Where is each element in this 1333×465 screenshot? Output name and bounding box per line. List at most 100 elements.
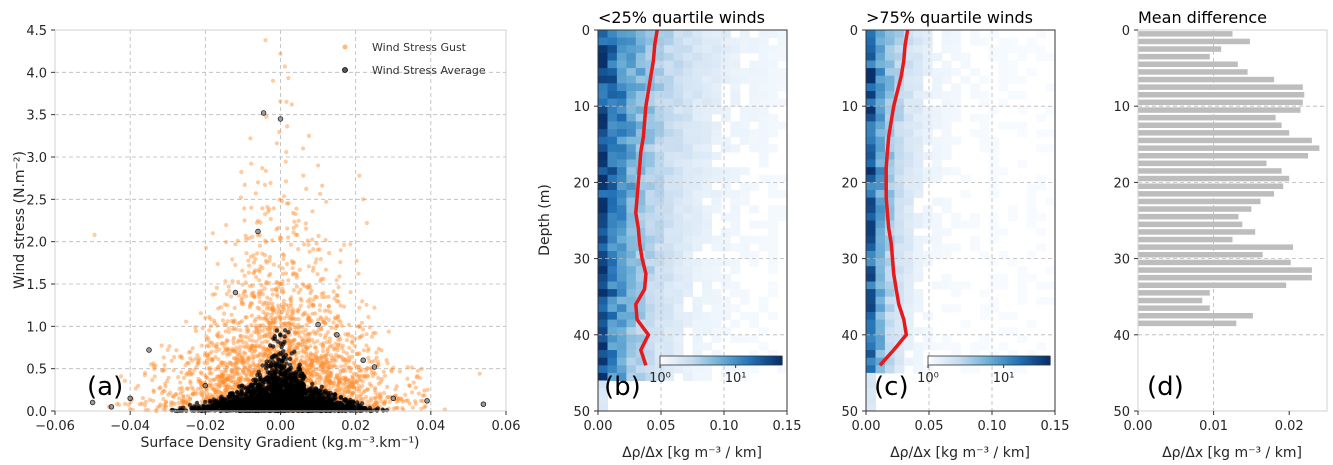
gust-point (117, 402, 122, 407)
gust-point (289, 304, 294, 309)
gust-point (385, 361, 390, 366)
gust-point (268, 271, 273, 277)
gust-point (310, 237, 315, 242)
gust-point (249, 346, 254, 351)
gust-point (245, 330, 250, 335)
gust-point (198, 391, 203, 396)
gust-point (247, 369, 252, 374)
gust-point (268, 325, 273, 330)
gust-point (335, 345, 340, 350)
gust-point (182, 401, 187, 406)
gust-point (201, 390, 207, 395)
gust-point (305, 285, 310, 290)
gust-point (311, 302, 316, 307)
gust-point (250, 352, 255, 357)
gust-point (174, 348, 179, 353)
gust-point (218, 375, 223, 380)
gust-point (349, 380, 354, 385)
gust-point (204, 387, 209, 392)
gust-point (286, 201, 291, 206)
gust-point (143, 408, 148, 413)
gust-point (306, 316, 311, 321)
gust-point (290, 260, 295, 265)
gust-point (302, 342, 307, 347)
gust-point (376, 359, 381, 365)
gust-point (174, 392, 179, 397)
legend-marker-gust (342, 44, 348, 50)
gust-point (297, 307, 302, 312)
gust-point (367, 359, 372, 364)
gust-point (239, 360, 244, 365)
gust-point (329, 380, 334, 385)
gust-point (289, 309, 294, 314)
gust-point (172, 355, 177, 360)
gust-point (216, 374, 221, 379)
gust-point (323, 353, 328, 358)
gust-point (335, 293, 340, 298)
gust-point (324, 360, 330, 365)
gust-point (231, 320, 236, 325)
gust-point (231, 348, 236, 353)
gust-point (225, 346, 231, 351)
gust-point (281, 301, 286, 307)
heatmap-cell (777, 37, 788, 46)
gust-point (338, 368, 343, 374)
average-point (275, 375, 280, 380)
gust-point (317, 308, 322, 313)
gust-point (229, 294, 234, 299)
gust-point (326, 294, 331, 299)
gust-point (278, 315, 283, 321)
gust-point (229, 312, 234, 317)
gust-point (320, 320, 325, 325)
gust-point (286, 347, 292, 353)
gust-point (242, 206, 247, 211)
gust-point (128, 406, 133, 412)
gust-point (313, 311, 318, 316)
gust-point (277, 315, 282, 320)
average-point (296, 379, 302, 384)
average-point (288, 365, 294, 371)
gust-point (340, 382, 345, 387)
gust-point (307, 283, 312, 288)
gust-point (338, 376, 343, 381)
gust-point (324, 353, 329, 358)
gust-point (274, 310, 279, 315)
gust-point (247, 345, 252, 350)
gust-point (346, 333, 351, 338)
gust-point (218, 305, 223, 310)
gust-point (308, 372, 313, 377)
gust-point (334, 323, 339, 328)
gust-point (222, 344, 227, 349)
gust-point (255, 328, 260, 333)
gust-point (355, 394, 360, 399)
gust-point (307, 362, 312, 367)
gust-point (320, 365, 325, 370)
gust-point (365, 387, 370, 392)
gust-point (246, 270, 251, 275)
gust-point (307, 339, 312, 344)
gust-point (136, 383, 141, 388)
average-point (302, 390, 308, 396)
y-tick-label: 4.5 (26, 24, 47, 39)
gust-point (224, 387, 229, 392)
gust-point (337, 274, 342, 279)
gust-point (290, 266, 295, 271)
gust-point (238, 333, 243, 338)
gust-point (241, 356, 246, 361)
gust-point (169, 358, 174, 363)
gust-point (224, 223, 229, 228)
gust-point (207, 377, 212, 382)
gust-point (205, 361, 210, 366)
gust-point (270, 78, 276, 83)
gust-point (253, 364, 258, 369)
gust-point (323, 320, 328, 325)
gust-point (327, 379, 332, 384)
gust-point (339, 364, 344, 369)
gust-point (231, 319, 236, 324)
average-point (211, 403, 216, 408)
gust-point (205, 352, 210, 357)
gust-point (232, 305, 237, 311)
gust-point (368, 396, 374, 401)
gust-point (389, 369, 394, 374)
gust-point (319, 342, 324, 347)
